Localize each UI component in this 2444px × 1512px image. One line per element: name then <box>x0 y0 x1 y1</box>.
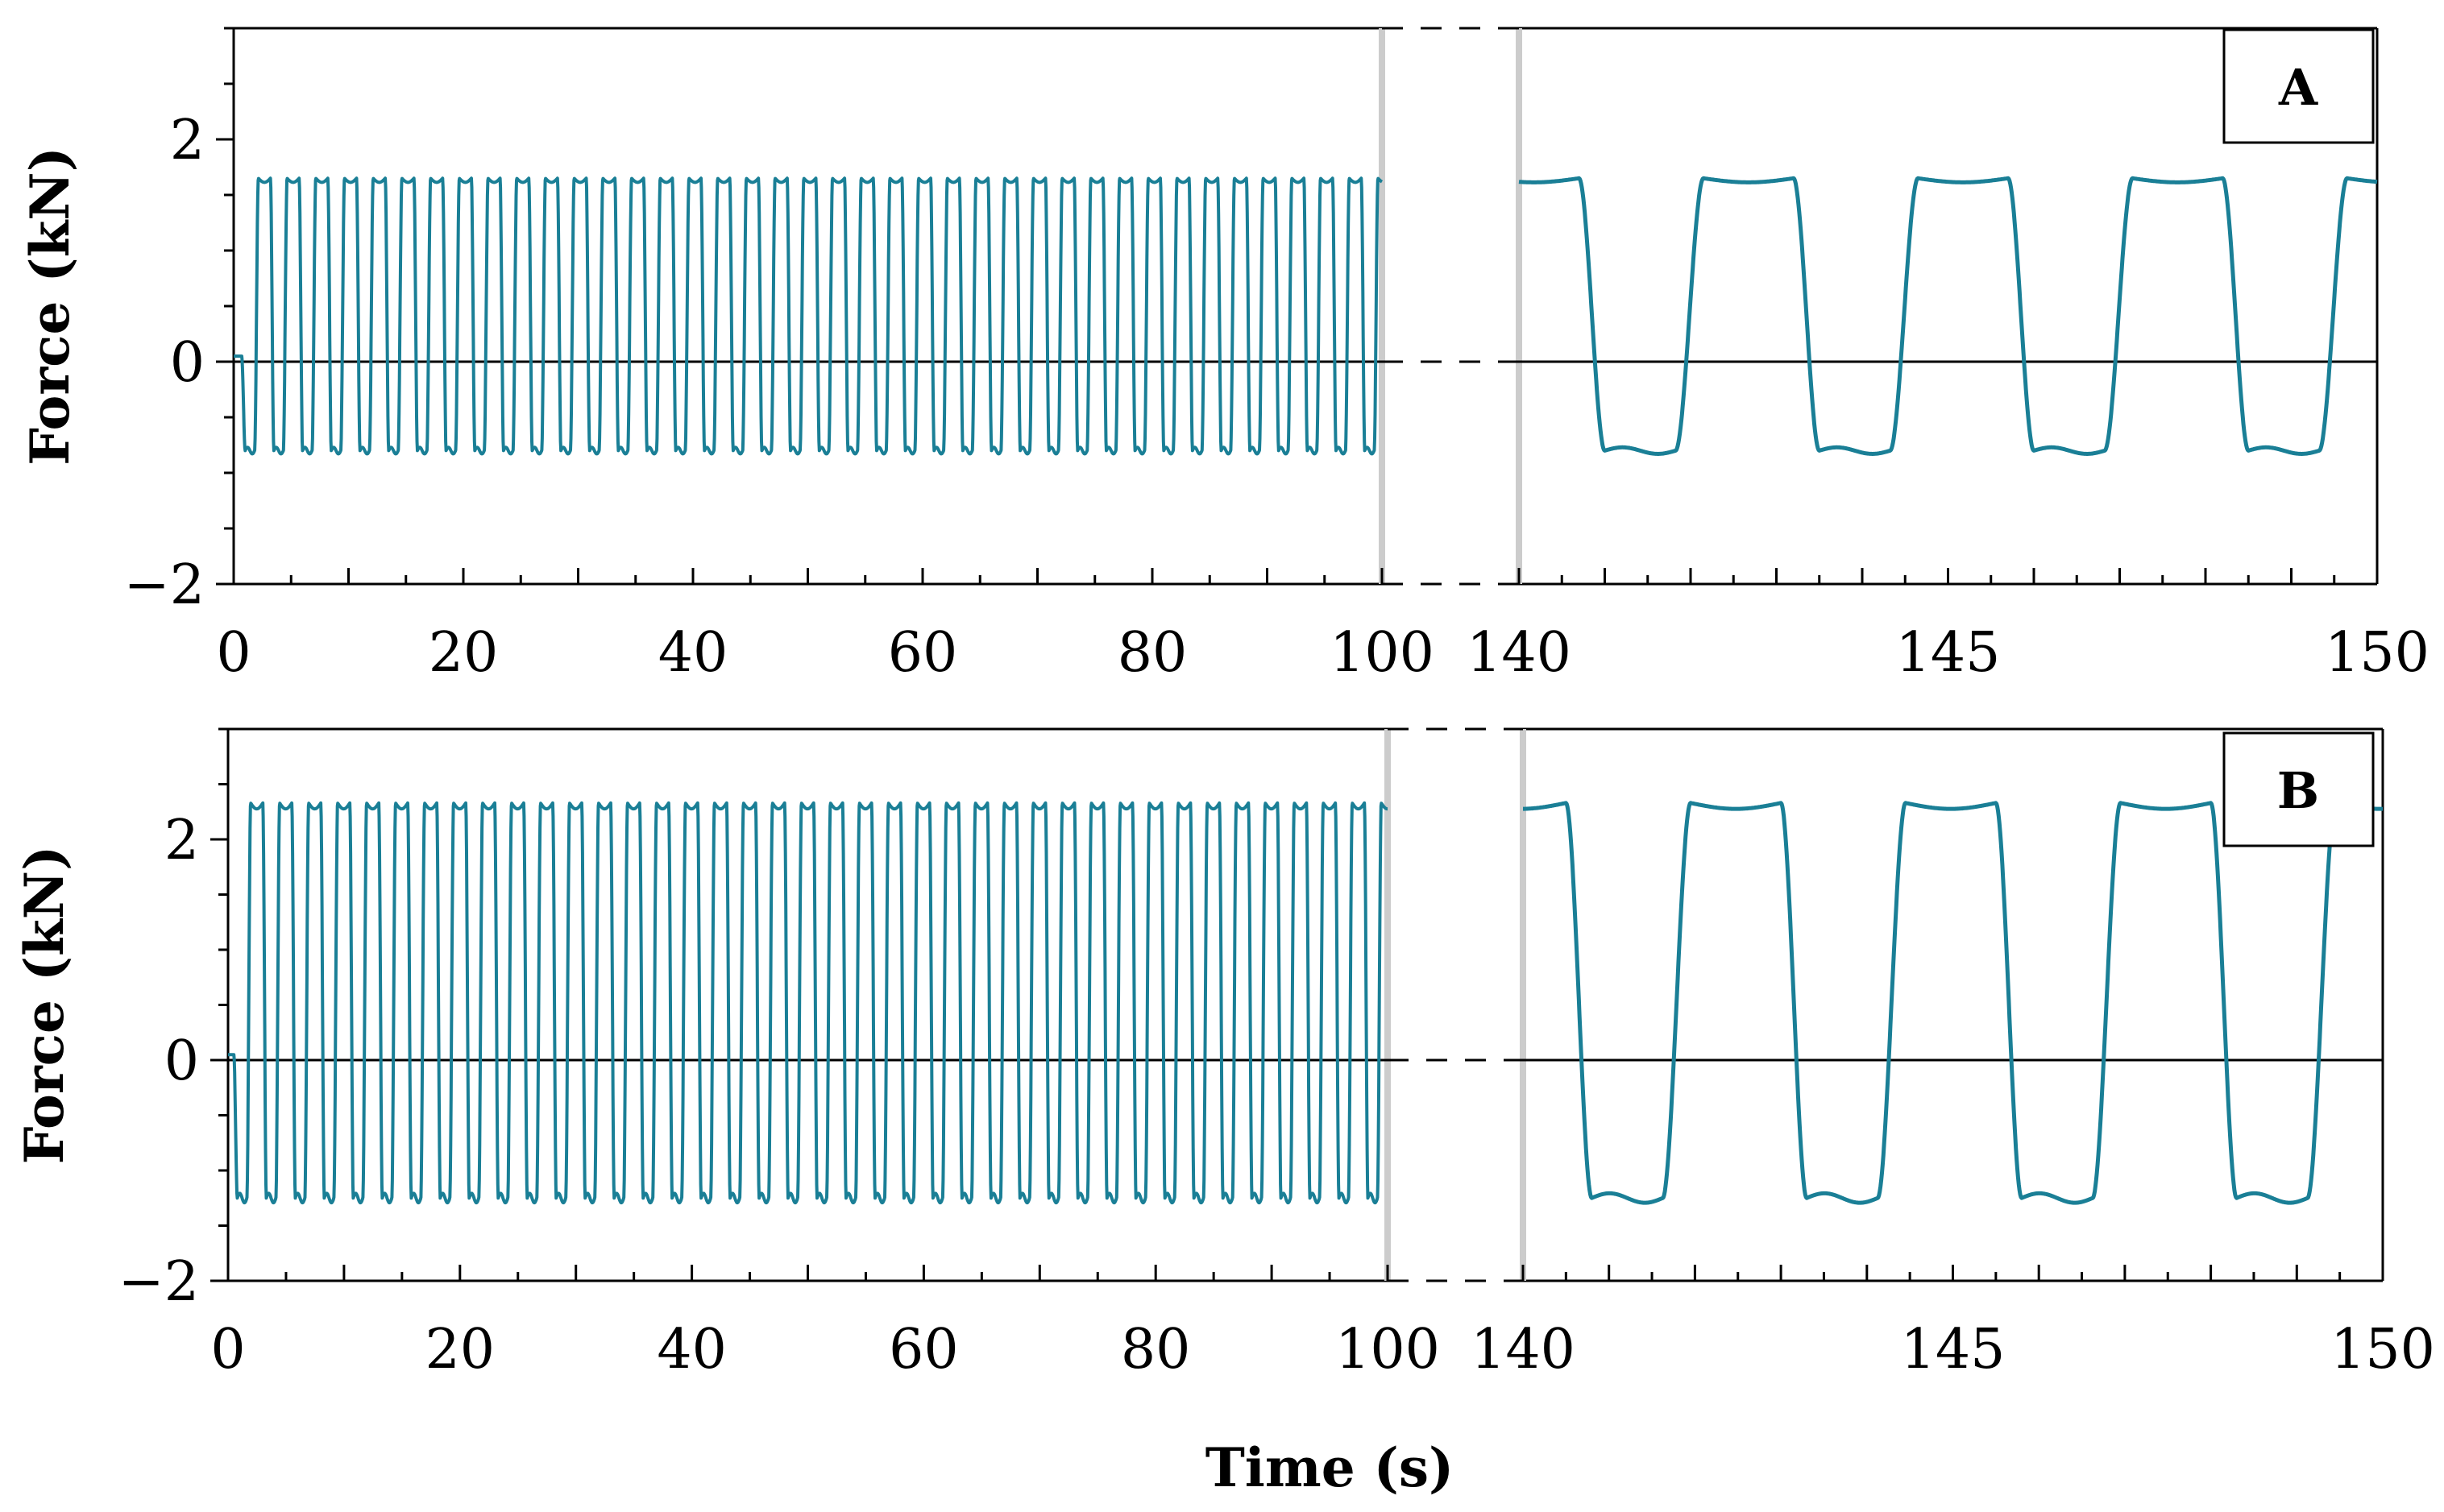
x-tick-label: 100 <box>1335 1318 1440 1382</box>
x-tick-label: 150 <box>2325 621 2429 685</box>
panel-tag-label: B <box>2277 761 2319 820</box>
x-tick-label: 150 <box>2330 1318 2435 1382</box>
panel-tag-box <box>2222 731 2375 847</box>
series-line-right <box>1517 176 2379 456</box>
x-tick-label: 20 <box>425 1318 496 1382</box>
series-line-left <box>226 801 1389 1205</box>
x-tick-label: 20 <box>429 621 499 685</box>
y-tick-label: 0 <box>170 331 205 395</box>
series-line-right <box>1521 801 2384 1205</box>
y-tick-label: 2 <box>170 109 205 172</box>
x-tick-label: 140 <box>1471 1318 1575 1382</box>
x-tick-label: 40 <box>658 621 728 685</box>
panel-tag-label: A <box>2278 58 2318 117</box>
y-axis-title: Force (kN) <box>19 147 81 466</box>
x-tick-label: 145 <box>1901 1318 2006 1382</box>
panel-tag-box <box>2222 28 2375 144</box>
x-tick-label: 80 <box>1118 621 1188 685</box>
x-tick-label: 60 <box>889 1318 959 1382</box>
y-tick-label: 2 <box>164 809 199 872</box>
series-line-left <box>232 176 1384 456</box>
y-tick-label: −2 <box>124 553 205 617</box>
y-axis-title: Force (kN) <box>13 846 76 1165</box>
x-tick-label: 0 <box>210 1318 245 1382</box>
y-tick-label: −2 <box>118 1250 199 1314</box>
x-axis-title: Time (s) <box>1205 1436 1454 1499</box>
x-tick-label: 40 <box>657 1318 727 1382</box>
x-tick-label: 60 <box>888 621 958 685</box>
x-tick-label: 100 <box>1330 621 1434 685</box>
x-tick-label: 80 <box>1121 1318 1191 1382</box>
x-tick-label: 0 <box>216 621 251 685</box>
x-tick-label: 140 <box>1467 621 1571 685</box>
x-tick-label: 145 <box>1896 621 2001 685</box>
y-tick-label: 0 <box>164 1029 199 1093</box>
